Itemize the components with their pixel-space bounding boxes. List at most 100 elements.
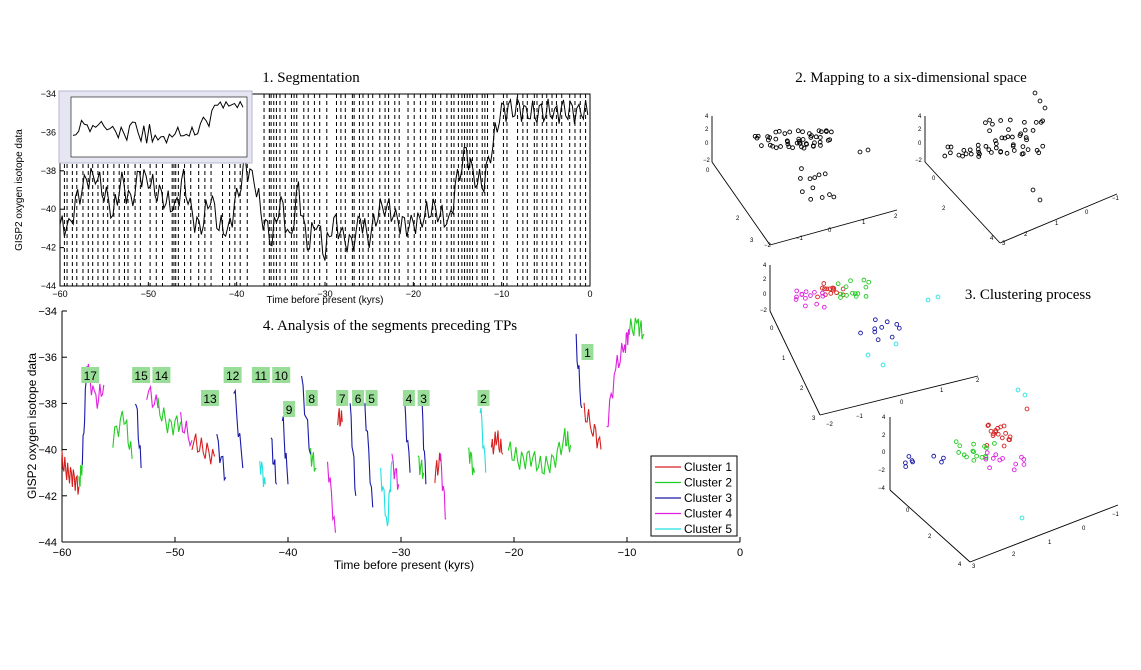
xtick-label: −10 bbox=[618, 547, 637, 559]
axis-tick-label: 1 bbox=[1055, 221, 1059, 227]
scatter-point bbox=[797, 141, 803, 146]
axis-tick-label: 0 bbox=[1085, 210, 1089, 216]
scatter-point bbox=[968, 151, 974, 157]
tp-label: 17 bbox=[84, 369, 98, 383]
scatter-point bbox=[759, 143, 764, 148]
cluster-3-segment bbox=[349, 403, 357, 496]
legend-label: Cluster 2 bbox=[684, 476, 732, 490]
xtick-label: 0 bbox=[737, 547, 743, 559]
scatter-point bbox=[875, 337, 881, 343]
ytick-label: −38 bbox=[38, 398, 57, 410]
scatter-point bbox=[1030, 187, 1036, 193]
cluster-1-segment bbox=[337, 408, 343, 427]
tp-label: 5 bbox=[368, 392, 375, 406]
scatter-point bbox=[776, 128, 782, 134]
axis-tick-label: 0 bbox=[882, 450, 886, 456]
inset-axes bbox=[70, 96, 248, 158]
scatter-point bbox=[910, 459, 916, 465]
scatter-point bbox=[1010, 142, 1016, 148]
scatter-point bbox=[948, 150, 953, 156]
scatter-point bbox=[989, 150, 994, 155]
xtick-label: −60 bbox=[53, 547, 72, 559]
panel1-xticks: −60 −50 −40 −30 −20 −10 0 bbox=[52, 282, 593, 299]
scatter-point bbox=[830, 285, 836, 291]
scatter-point bbox=[785, 141, 791, 147]
axis-tick-label: 4 bbox=[882, 415, 886, 421]
scatter-point bbox=[1025, 147, 1031, 152]
scatter-point bbox=[990, 121, 995, 127]
axis-line bbox=[999, 193, 1118, 244]
scatter-point bbox=[993, 138, 998, 144]
scatter-point bbox=[822, 286, 827, 292]
scatter-point bbox=[843, 284, 849, 290]
scatter-point bbox=[1023, 135, 1029, 140]
scatter-point bbox=[956, 450, 962, 455]
legend-label: Cluster 4 bbox=[684, 507, 732, 521]
cluster-2-segment bbox=[310, 448, 317, 472]
scatter-point bbox=[1037, 98, 1043, 104]
ytick-label: −36 bbox=[38, 352, 57, 364]
tp-label: 6 bbox=[355, 392, 362, 406]
axis-tick-label: 2 bbox=[976, 378, 980, 384]
ytick-label: −42 bbox=[38, 491, 57, 503]
scatter-point bbox=[1020, 144, 1026, 149]
legend-label: Cluster 5 bbox=[684, 522, 732, 536]
scatter-point bbox=[794, 288, 800, 294]
cluster-4-segment bbox=[606, 328, 630, 428]
tp-label: 13 bbox=[203, 392, 217, 406]
scatter-point bbox=[979, 455, 985, 460]
scatter-point bbox=[1019, 515, 1025, 521]
xtick-label: −20 bbox=[406, 289, 421, 299]
scatter-point bbox=[863, 293, 869, 299]
scatter-point bbox=[803, 295, 808, 301]
scatter-point bbox=[786, 144, 792, 150]
cluster-3-segment bbox=[364, 403, 374, 508]
scatter-point bbox=[813, 134, 819, 140]
panel4-xlabel: Time before present (kyrs) bbox=[334, 558, 474, 572]
scatter-point bbox=[880, 362, 886, 368]
scatter-point bbox=[941, 455, 946, 461]
scatter-point bbox=[767, 135, 773, 140]
tp-label-bg bbox=[365, 390, 378, 406]
scatter-point bbox=[975, 142, 981, 148]
cluster-5-segment bbox=[380, 461, 393, 527]
axis-tick-label: −2 bbox=[826, 422, 834, 428]
axis-tick-label: 3 bbox=[750, 238, 754, 244]
axis-tick-label: 0 bbox=[918, 141, 922, 147]
panel1-ylabel: GISP2 oxygen isotope data bbox=[14, 129, 25, 251]
scatter-point bbox=[1003, 430, 1008, 436]
axis-tick-label: 0 bbox=[1082, 526, 1086, 532]
scatter-point bbox=[987, 128, 992, 134]
legend-label: Cluster 1 bbox=[684, 460, 732, 474]
cluster-1-segment bbox=[583, 402, 602, 450]
axis-tick-label: 4 bbox=[763, 263, 767, 269]
scatter-point bbox=[1007, 437, 1012, 443]
scatter-point bbox=[960, 153, 965, 159]
scatter-point bbox=[995, 431, 1001, 437]
scatter-point bbox=[984, 443, 990, 448]
tp-label-bg bbox=[152, 367, 171, 383]
cluster-2-segment bbox=[417, 455, 425, 479]
cluster-3-segment bbox=[281, 416, 289, 485]
cluster-3-segment bbox=[270, 437, 278, 485]
tp-label: 15 bbox=[134, 369, 148, 383]
scatter-point bbox=[983, 143, 989, 149]
scatter-point bbox=[801, 145, 807, 151]
scatter-point bbox=[798, 176, 803, 181]
scatter-point bbox=[1024, 137, 1029, 143]
cluster-3-segment bbox=[301, 375, 312, 455]
panel4-xticks: −60 −50 −40 −30 −20 −10 0 bbox=[53, 537, 743, 559]
scatter-point bbox=[808, 293, 813, 298]
axis-tick-label: −2 bbox=[915, 158, 923, 164]
scatter-point bbox=[1002, 135, 1008, 141]
scatter-point bbox=[807, 176, 813, 182]
axis-tick-label: −1 bbox=[796, 236, 804, 242]
scatter-point bbox=[894, 321, 900, 327]
scatter-point bbox=[945, 144, 951, 150]
scatter-point bbox=[1001, 423, 1007, 429]
axis-tick-label: 0 bbox=[770, 326, 774, 332]
scatter-point bbox=[1007, 434, 1013, 440]
scatter-point bbox=[971, 449, 976, 455]
scatter-point bbox=[848, 278, 853, 284]
